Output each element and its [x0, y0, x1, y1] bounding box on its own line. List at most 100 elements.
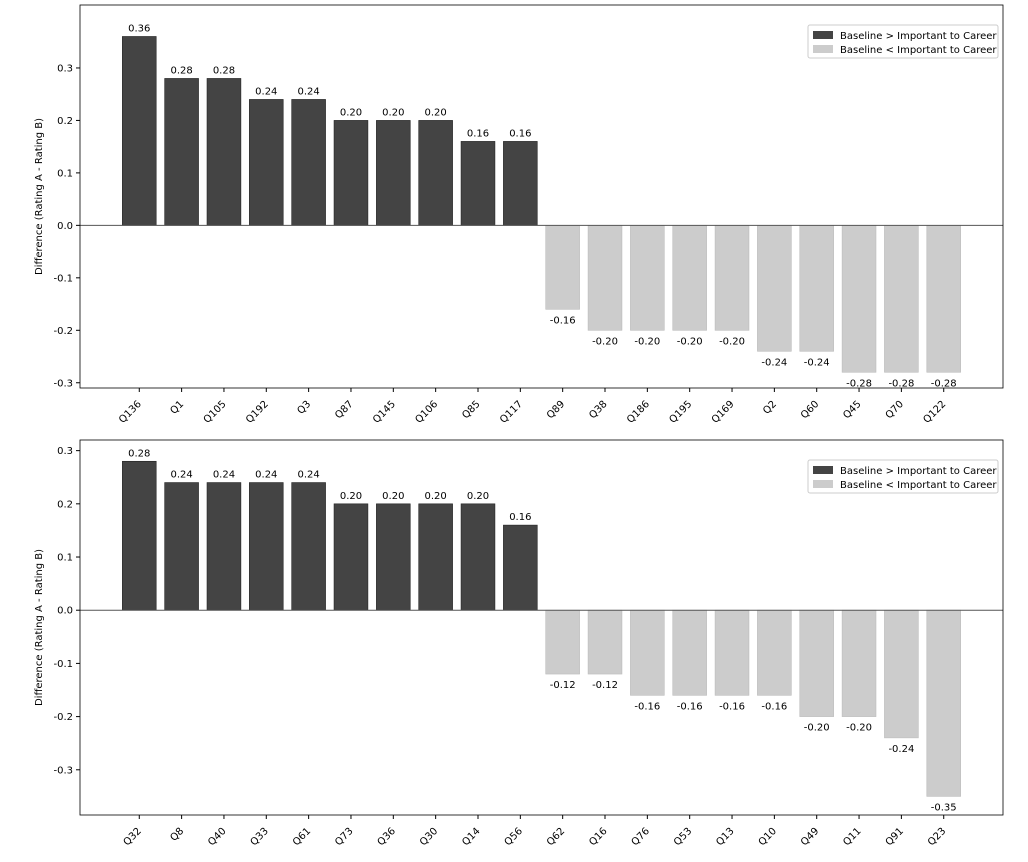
- x-tick-label: Q40: [206, 826, 228, 848]
- bar-Q105: [206, 78, 242, 226]
- data-label: 0.24: [298, 86, 320, 97]
- data-label: 0.28: [128, 448, 150, 459]
- bar-Q91: [884, 609, 919, 739]
- bar-Q70: [884, 225, 919, 373]
- x-tick-label: Q61: [291, 826, 313, 848]
- data-label: 0.28: [170, 65, 192, 76]
- x-tick-label: Q169: [710, 399, 737, 426]
- data-label: -0.16: [761, 701, 787, 712]
- data-label: -0.24: [761, 357, 787, 368]
- data-label: 0.20: [467, 491, 489, 502]
- data-label: 0.16: [509, 512, 531, 523]
- axes-frame: [79, 439, 1004, 816]
- legend-box: [807, 24, 999, 59]
- data-label: -0.16: [634, 701, 660, 712]
- x-tick-label: Q32: [122, 826, 144, 848]
- y-tick-label: -0.1: [53, 273, 73, 284]
- y-tick-label: 0.2: [57, 116, 73, 127]
- y-tick-label: 0.3: [57, 446, 73, 457]
- data-label: -0.20: [677, 336, 703, 347]
- bar-Q8: [164, 482, 199, 611]
- y-tick-label: 0.3: [57, 63, 73, 74]
- data-label: -0.20: [592, 336, 618, 347]
- data-label: -0.20: [846, 723, 872, 734]
- legend: Baseline > Important to Career Baseline <…: [807, 24, 999, 59]
- x-tick-label: Q122: [922, 399, 949, 426]
- bar-Q169: [714, 225, 750, 331]
- data-label: 0.20: [425, 107, 447, 118]
- legend-swatch: [813, 45, 833, 53]
- x-tick-label: Q45: [841, 399, 863, 421]
- bar-Q2: [757, 225, 792, 352]
- bar-Q13: [714, 609, 750, 696]
- x-tick-label: Q36: [376, 826, 398, 848]
- x-tick-label: Q38: [587, 399, 609, 421]
- chart-2: 0.28 Q32 0.24 Q8 0.24 Q40 0.24 Q33 0.24 Q61 0.20 Q7…: [34, 439, 1004, 848]
- bar-Q136: [122, 36, 157, 226]
- y-tick-label: 0.0: [57, 221, 73, 232]
- bar-Q14: [460, 503, 496, 611]
- bar-Q62: [545, 609, 580, 675]
- data-label: 0.28: [213, 65, 235, 76]
- x-tick-label: Q145: [371, 399, 398, 426]
- legend-label: Baseline < Important to Career: [840, 480, 997, 491]
- bar-Q38: [587, 225, 623, 331]
- bar-Q56: [503, 524, 538, 611]
- data-label: -0.24: [888, 744, 914, 755]
- data-label: 0.24: [170, 470, 192, 481]
- data-label: 0.20: [425, 491, 447, 502]
- x-tick-label: Q76: [630, 826, 652, 848]
- bar-Q32: [122, 460, 157, 611]
- x-tick-label: Q14: [460, 826, 482, 848]
- y-tick-label: -0.3: [53, 765, 73, 776]
- x-tick-label: Q186: [625, 399, 652, 426]
- data-label: 0.20: [382, 491, 404, 502]
- x-tick-label: Q85: [460, 399, 482, 421]
- bar-Q76: [630, 609, 665, 696]
- bar-Q73: [333, 503, 369, 611]
- bar-Q145: [376, 120, 411, 226]
- data-label: 0.24: [298, 470, 320, 481]
- bar-Q10: [757, 609, 792, 696]
- data-label: -0.20: [804, 723, 830, 734]
- bar-Q106: [418, 120, 453, 226]
- x-tick-label: Q53: [672, 826, 694, 848]
- data-label: -0.28: [888, 378, 914, 389]
- bar-Q122: [926, 225, 961, 373]
- data-label: -0.12: [550, 680, 576, 691]
- data-label: -0.12: [592, 680, 618, 691]
- bar-Q1: [164, 78, 199, 226]
- x-tick-label: Q89: [545, 399, 567, 421]
- x-tick-label: Q11: [841, 826, 863, 848]
- bar-Q36: [376, 503, 411, 611]
- axes-frame: [79, 4, 1004, 389]
- bar-Q45: [841, 225, 877, 373]
- bar-Q186: [630, 225, 665, 331]
- legend-swatch: [813, 466, 833, 474]
- data-label: 0.24: [255, 86, 277, 97]
- data-label: 0.24: [255, 470, 277, 481]
- y-tick-label: -0.3: [53, 378, 73, 389]
- data-label: -0.20: [719, 336, 745, 347]
- legend: Baseline > Important to Career Baseline <…: [807, 459, 999, 494]
- x-tick-label: Q136: [117, 399, 144, 426]
- x-tick-label: Q106: [413, 399, 440, 426]
- data-label: -0.16: [719, 701, 745, 712]
- bar-Q85: [460, 141, 496, 226]
- data-label: -0.16: [550, 315, 576, 326]
- y-tick-label: 0.2: [57, 499, 73, 510]
- y-tick-label: -0.1: [53, 659, 73, 670]
- x-tick-label: Q91: [884, 826, 906, 848]
- chart-1: 0.36Q1360.28Q10.28Q1050.24Q1920.24Q30.20…: [34, 4, 1004, 426]
- bar-Q3: [291, 99, 326, 226]
- legend-label: Baseline > Important to Career: [840, 466, 997, 477]
- x-tick-label: Q62: [545, 826, 567, 848]
- data-label: -0.28: [931, 378, 957, 389]
- legend-swatch: [813, 480, 833, 488]
- x-tick-label: Q1: [168, 399, 186, 417]
- x-tick-label: Q10: [757, 826, 779, 848]
- data-label: -0.16: [677, 701, 703, 712]
- bar-Q49: [799, 609, 834, 717]
- x-tick-label: Q49: [799, 826, 821, 848]
- x-tick-label: Q195: [667, 399, 694, 426]
